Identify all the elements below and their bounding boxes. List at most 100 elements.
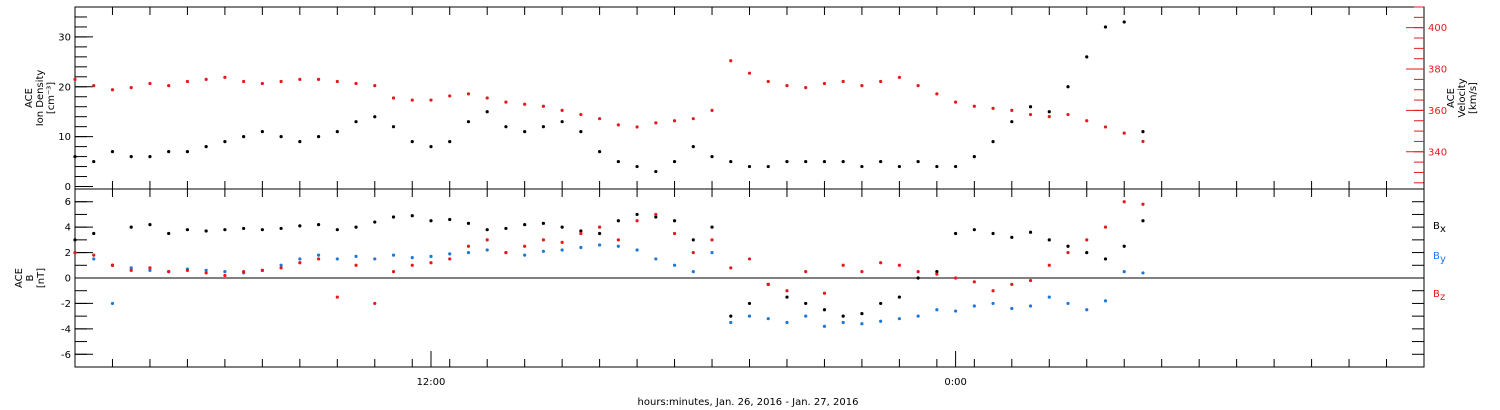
data-point: [991, 289, 995, 293]
data-point: [504, 250, 508, 255]
data-point: [167, 270, 171, 274]
data-point: [1066, 112, 1070, 117]
data-point: [185, 79, 190, 84]
data-point: [822, 81, 827, 86]
data-point: [972, 304, 976, 308]
data-point: [354, 120, 358, 124]
data-point: [729, 320, 733, 325]
top-right-ylabel: ACE Velocity [km/s]: [1446, 78, 1479, 117]
data-point: [616, 244, 620, 248]
data-point: [129, 268, 133, 272]
data-point: [223, 140, 227, 144]
data-point: [1010, 235, 1014, 239]
data-point: [1122, 20, 1126, 24]
data-point: [1085, 308, 1089, 312]
data-point: [1066, 301, 1070, 306]
data-point: [654, 169, 658, 174]
data-point: [860, 270, 864, 274]
data-point: [804, 301, 808, 306]
data-point: [560, 248, 564, 252]
data-point: [335, 257, 339, 261]
data-point: [1047, 110, 1051, 114]
data-point: [804, 86, 808, 90]
data-point: [972, 280, 976, 284]
data-point: [204, 77, 208, 81]
top-right-tick-label: 400: [1428, 23, 1447, 34]
data-point: [1028, 278, 1033, 283]
data-point: [73, 154, 77, 159]
data-point: [879, 319, 883, 323]
data-point: [279, 135, 283, 139]
data-point: [92, 231, 96, 236]
data-point: [92, 257, 96, 261]
data-point: [148, 81, 152, 86]
data-point: [148, 223, 152, 227]
bottom-tick-label: 2: [65, 248, 71, 259]
data-point: [485, 96, 489, 100]
data-point: [822, 159, 827, 164]
data-point: [710, 108, 714, 113]
data-point: [1122, 270, 1126, 274]
data-point: [897, 263, 901, 267]
data-point: [1085, 119, 1089, 123]
data-point: [92, 159, 96, 164]
data-point: [260, 228, 264, 232]
data-point: [991, 301, 995, 306]
bottom-tick-label: 6: [65, 197, 71, 208]
data-point: [953, 309, 958, 313]
data-point: [691, 238, 695, 242]
data-point: [73, 238, 77, 242]
top-right-ylabel-line: Velocity: [1457, 78, 1468, 117]
data-point: [466, 244, 471, 248]
legend-bz-subscript: z: [1440, 292, 1445, 303]
data-point: [298, 257, 302, 261]
data-point: [110, 88, 115, 92]
data-point: [785, 295, 789, 299]
data-point: [523, 223, 527, 227]
data-point: [110, 263, 115, 267]
data-point: [391, 96, 396, 100]
data-point: [635, 125, 639, 129]
top-left-tick-label: 10: [58, 132, 71, 143]
data-point: [1047, 295, 1051, 299]
data-point: [729, 159, 733, 164]
data-point: [560, 225, 564, 229]
data-point: [167, 83, 171, 88]
data-point: [1066, 85, 1070, 89]
data-point: [466, 250, 471, 255]
data-point: [148, 154, 152, 159]
bottom-ylabel-line: [nT]: [36, 268, 47, 288]
data-point: [598, 231, 602, 236]
data-point: [242, 79, 246, 84]
data-point: [1103, 299, 1108, 303]
data-point: [691, 117, 695, 121]
data-point: [841, 159, 845, 164]
top-left-tick-label: 0: [65, 182, 71, 193]
data-point: [822, 308, 827, 312]
data-point: [316, 253, 321, 257]
data-point: [804, 314, 808, 318]
data-point: [860, 322, 864, 326]
data-point: [747, 301, 752, 306]
data-point: [729, 266, 733, 270]
data-point: [972, 154, 976, 159]
data-point: [335, 295, 339, 299]
x-tick-label: 0:00: [944, 377, 966, 388]
data-point: [691, 250, 695, 255]
data-point: [860, 312, 864, 316]
data-point: [729, 59, 733, 63]
data-point: [1066, 250, 1070, 255]
data-point: [391, 215, 396, 219]
data-point: [448, 140, 452, 144]
data-point: [635, 212, 639, 217]
data-point: [1028, 230, 1033, 234]
data-point: [654, 212, 658, 217]
data-point: [466, 221, 471, 225]
top-left-tick-label: 20: [58, 82, 71, 93]
data-point: [73, 250, 77, 255]
data-point: [766, 282, 770, 286]
top-right-ylabel-line: [km/s]: [1468, 82, 1479, 114]
